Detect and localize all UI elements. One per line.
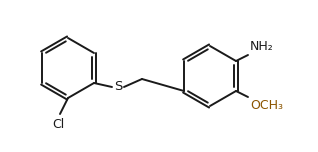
Text: OCH₃: OCH₃ [250, 99, 283, 112]
Text: S: S [114, 81, 122, 93]
Text: Cl: Cl [52, 118, 64, 131]
Text: NH₂: NH₂ [250, 40, 274, 53]
